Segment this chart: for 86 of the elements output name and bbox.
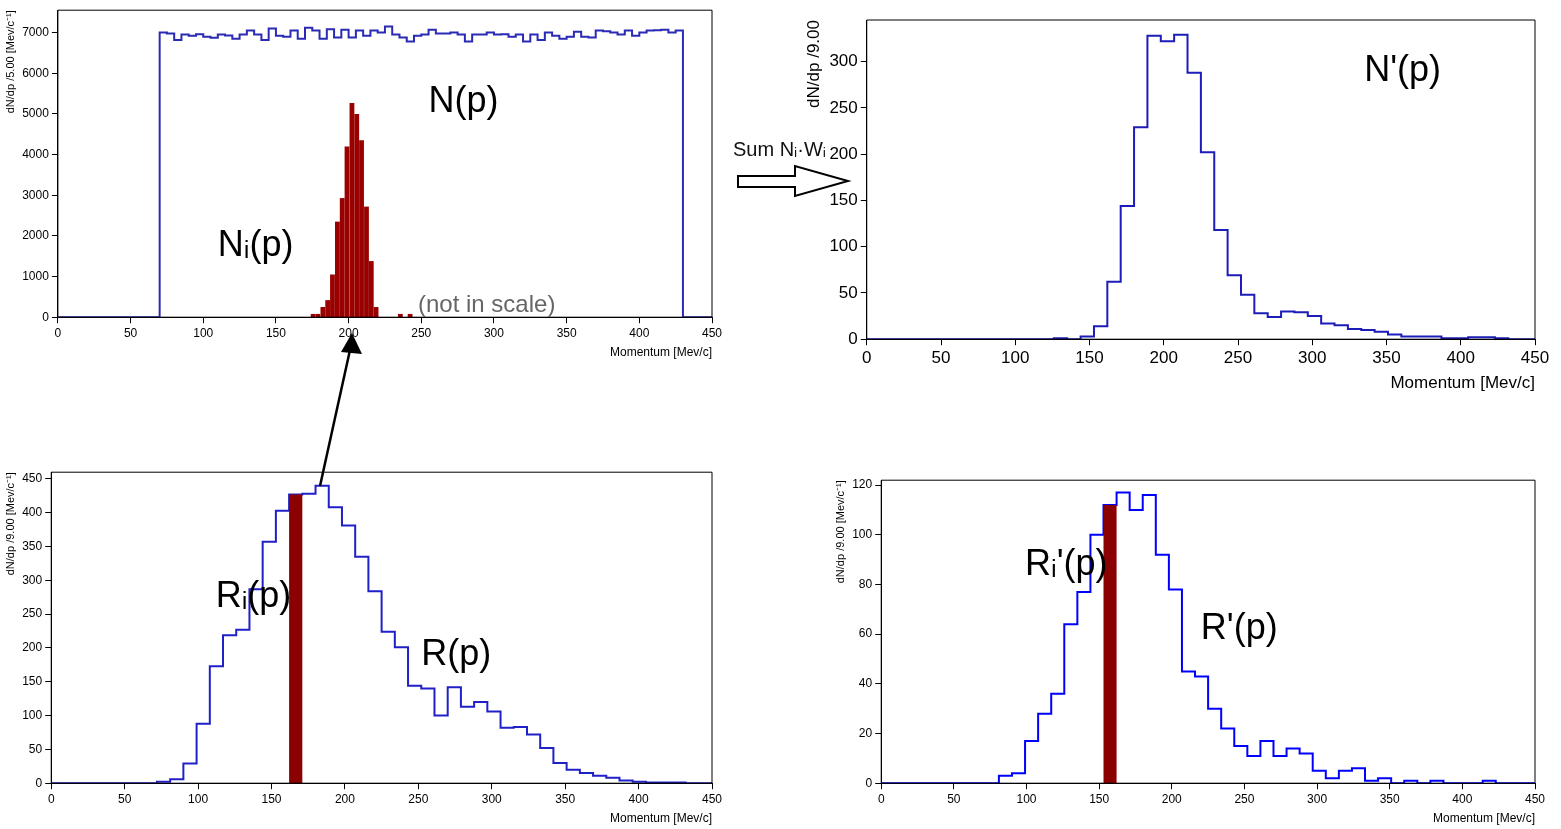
text: Sum Nᵢ·Wᵢ — [733, 138, 826, 161]
x-tick-label: 200 — [1149, 348, 1178, 368]
series-label: R'(p) — [1200, 606, 1278, 648]
y-tick-label: 150 — [22, 674, 43, 689]
x-tick-label: 200 — [338, 325, 359, 340]
x-axis-title: Momentum [Mev/c] — [1390, 373, 1535, 393]
x-axis-title: Momentum [Mev/c] — [609, 811, 712, 826]
x-tick-label: 300 — [483, 325, 505, 340]
y-tick-label: 400 — [22, 505, 43, 520]
x-tick-label: 400 — [628, 791, 649, 806]
x-tick-label: 400 — [1452, 791, 1473, 806]
annotation: (not in scale) — [418, 290, 556, 318]
y-tick-label: 200 — [22, 640, 43, 655]
y-axis-title: dN/dp /9.00 [Mev/c⁻¹] — [3, 472, 16, 576]
y-tick-label: 60 — [858, 626, 873, 641]
x-tick-label: 150 — [1075, 348, 1104, 368]
x-tick-label: 100 — [193, 325, 214, 340]
x-tick-label: 50 — [117, 791, 132, 806]
x-tick-label: 150 — [265, 325, 287, 340]
y-tick-label: 80 — [858, 576, 873, 591]
x-axis-title: Momentum [Mev/c] — [1432, 811, 1535, 826]
x-tick-label: 0 — [54, 325, 62, 340]
x-tick-label: 50 — [931, 348, 951, 368]
y-tick-label: 120 — [852, 477, 873, 492]
x-tick-label: 450 — [1520, 348, 1550, 368]
y-tick-label: 300 — [22, 572, 43, 587]
y-tick-label: 50 — [28, 741, 43, 756]
y-tick-label: 100 — [829, 236, 858, 256]
x-tick-label: 50 — [123, 325, 138, 340]
x-tick-label: 350 — [1372, 348, 1401, 368]
x-tick-label: 300 — [1307, 791, 1328, 806]
x-tick-label: 150 — [261, 791, 282, 806]
y-tick-label: 40 — [858, 676, 873, 691]
bar — [397, 313, 403, 318]
x-tick-label: 250 — [408, 791, 429, 806]
y-tick-label: 3000 — [22, 187, 50, 202]
y-tick-label: 4000 — [22, 146, 50, 161]
y-axis-title: dN/dp /5.00 [Mev/c⁻¹] — [3, 10, 16, 114]
y-axis-title: dN/dp /9.00 [Mev/c⁻¹] — [833, 480, 846, 584]
series-label: R(p) — [421, 631, 492, 673]
x-tick-label: 450 — [1524, 791, 1546, 806]
y-tick-label: 200 — [829, 143, 858, 163]
y-tick-label: 300 — [829, 51, 858, 71]
x-tick-label: 300 — [481, 791, 503, 806]
y-tick-label: 350 — [22, 538, 43, 553]
x-tick-label: 250 — [1234, 791, 1255, 806]
x-tick-label: 300 — [1298, 348, 1327, 368]
x-tick-label: 200 — [1161, 791, 1183, 806]
x-tick-label: 100 — [1016, 791, 1037, 806]
x-tick-label: 400 — [1446, 348, 1475, 368]
text: N'(p) — [1364, 47, 1442, 89]
bar — [310, 313, 316, 318]
y-tick-label: 2000 — [22, 228, 50, 243]
x-tick-label: 250 — [411, 325, 432, 340]
x-axis-title: Momentum [Mev/c] — [609, 345, 712, 360]
x-tick-label: 350 — [556, 325, 577, 340]
y-tick-label: 7000 — [22, 24, 50, 39]
y-tick-label: 20 — [858, 725, 873, 740]
x-tick-label: 100 — [188, 791, 209, 806]
x-tick-label: 150 — [1089, 791, 1110, 806]
series-label: Nᵢ(p) — [217, 222, 294, 264]
x-tick-label: 350 — [1379, 791, 1401, 806]
y-tick-label: 6000 — [22, 65, 50, 80]
x-tick-label: 0 — [877, 791, 885, 806]
x-tick-label: 400 — [629, 325, 650, 340]
x-tick-label: 450 — [701, 325, 723, 340]
y-tick-label: 100 — [852, 527, 873, 542]
y-tick-label: 50 — [838, 282, 858, 302]
x-tick-label: 100 — [1001, 348, 1030, 368]
y-tick-label: 250 — [829, 97, 858, 117]
series-label: N(p) — [428, 78, 499, 120]
y-tick-label: 0 — [35, 775, 43, 790]
y-tick-label: 0 — [865, 775, 873, 790]
x-tick-label: 450 — [701, 791, 723, 806]
x-tick-label: 350 — [555, 791, 576, 806]
y-tick-label: 150 — [829, 190, 858, 210]
y-axis-title: dN/dp /9.00 — [803, 20, 823, 108]
x-tick-label: 200 — [334, 791, 356, 806]
x-tick-label: 250 — [1223, 348, 1253, 368]
x-tick-label: 50 — [947, 791, 961, 806]
y-tick-label: 5000 — [22, 106, 50, 121]
y-tick-label: 450 — [22, 471, 43, 486]
y-tick-label: 250 — [22, 606, 43, 621]
y-tick-label: 1000 — [22, 268, 50, 283]
y-tick-label: 100 — [22, 707, 43, 722]
y-tick-label: 0 — [42, 309, 50, 324]
